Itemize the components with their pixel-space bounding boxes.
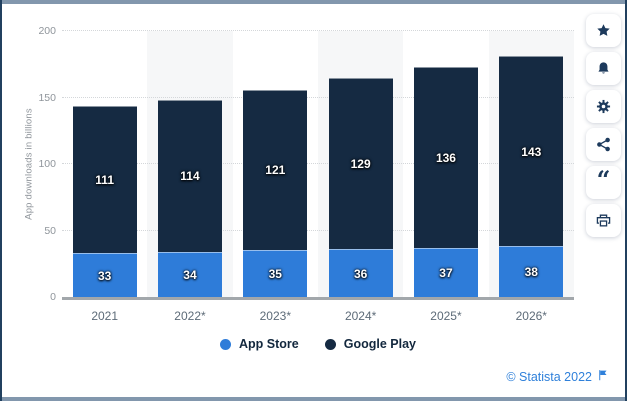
bar-value-label: 136 (435, 150, 456, 165)
bell-icon (596, 61, 611, 76)
bar-column: 136 37 2025* (403, 31, 488, 323)
share-button[interactable] (586, 128, 621, 161)
bar-value-label: 38 (524, 265, 538, 280)
gridline (62, 30, 574, 31)
cite-button[interactable]: “ (586, 166, 621, 199)
legend-label: Google Play (343, 337, 416, 351)
bar-value-label: 129 (350, 156, 371, 171)
bar-columns: 111 33 2021 114 34 2022* 121 35 2023* 129 36 2024* 1… (62, 31, 574, 323)
google-play-bar-segment[interactable]: 136 (413, 66, 478, 248)
bar-column: 129 36 2024* (318, 31, 403, 323)
bar-stack: 143 38 (499, 31, 564, 297)
plot-area: 111 33 2021 114 34 2022* 121 35 2023* 129 36 2024* 1… (62, 30, 574, 323)
bar-stack: 129 36 (328, 31, 393, 297)
settings-button[interactable] (586, 90, 621, 123)
y-tick-label: 150 (38, 91, 56, 104)
google-play-bar-segment[interactable]: 129 (328, 77, 393, 250)
app-store-bar-segment[interactable]: 33 (72, 253, 137, 297)
x-axis-label: 2026* (515, 309, 547, 323)
bar-column: 121 35 2023* (233, 31, 318, 323)
x-axis-label: 2024* (344, 309, 377, 323)
bar-stack: 111 33 (72, 31, 137, 297)
footer: © Statista 2022 (506, 369, 609, 384)
y-tick-label: 50 (44, 224, 56, 237)
bar-value-label: 114 (180, 169, 200, 184)
y-axis: 0 50 100 150 200 (14, 25, 56, 303)
flag-icon[interactable] (597, 369, 609, 384)
favorite-button[interactable] (586, 14, 621, 47)
legend: App Store Google Play (62, 337, 574, 351)
app-store-bar-segment[interactable]: 35 (243, 250, 308, 297)
bar-value-label: 111 (95, 172, 114, 187)
app-store-bar-segment[interactable]: 37 (413, 247, 478, 297)
legend-marker (220, 338, 231, 350)
action-toolbar: “ (586, 14, 621, 237)
gridline (62, 96, 574, 98)
bar-value-label: 143 (521, 144, 542, 159)
legend-label: App Store (239, 337, 299, 351)
bar-column: 111 33 2021 (62, 31, 147, 323)
app-store-bar-segment[interactable]: 34 (157, 251, 222, 297)
quote-icon: “ (596, 164, 611, 194)
bar-column: 143 38 2026* (489, 31, 574, 323)
bar-value-label: 36 (353, 266, 368, 281)
bar-value-label: 121 (265, 163, 286, 178)
star-icon (596, 23, 611, 38)
share-icon (596, 137, 611, 152)
gridline (62, 229, 574, 231)
bar-stack: 136 37 (413, 31, 478, 297)
x-axis-label: 2021 (91, 309, 119, 323)
y-tick-label: 100 (38, 158, 56, 170)
statista-copyright-link[interactable]: © Statista 2022 (506, 369, 592, 384)
y-tick-label: 0 (50, 291, 56, 303)
legend-item-google-play: Google Play (324, 337, 416, 351)
legend-marker (324, 338, 336, 350)
gridline (62, 163, 574, 164)
google-play-bar-segment[interactable]: 111 (72, 105, 137, 254)
notifications-button[interactable] (586, 52, 621, 85)
app-store-bar-segment[interactable]: 38 (499, 246, 564, 297)
google-play-bar-segment[interactable]: 114 (157, 100, 222, 252)
bar-value-label: 34 (183, 267, 197, 282)
printer-icon (596, 213, 611, 228)
x-axis-label: 2023* (259, 309, 291, 323)
bar-stack: 114 34 (157, 31, 222, 297)
x-axis-label: 2022* (174, 309, 206, 323)
bar-value-label: 37 (439, 265, 453, 280)
google-play-bar-segment[interactable]: 121 (243, 89, 308, 251)
bar-value-label: 35 (268, 267, 282, 282)
bar-stack: 121 35 (243, 31, 308, 297)
gear-icon (596, 99, 611, 114)
x-axis-label: 2025* (430, 309, 462, 323)
bar-value-label: 33 (97, 268, 112, 283)
print-button[interactable] (586, 204, 621, 237)
y-tick-label: 200 (38, 25, 56, 37)
bar-column: 114 34 2022* (147, 31, 232, 323)
legend-item-app-store: App Store (220, 337, 299, 351)
app-store-bar-segment[interactable]: 36 (328, 249, 393, 297)
google-play-bar-segment[interactable]: 143 (499, 56, 564, 247)
